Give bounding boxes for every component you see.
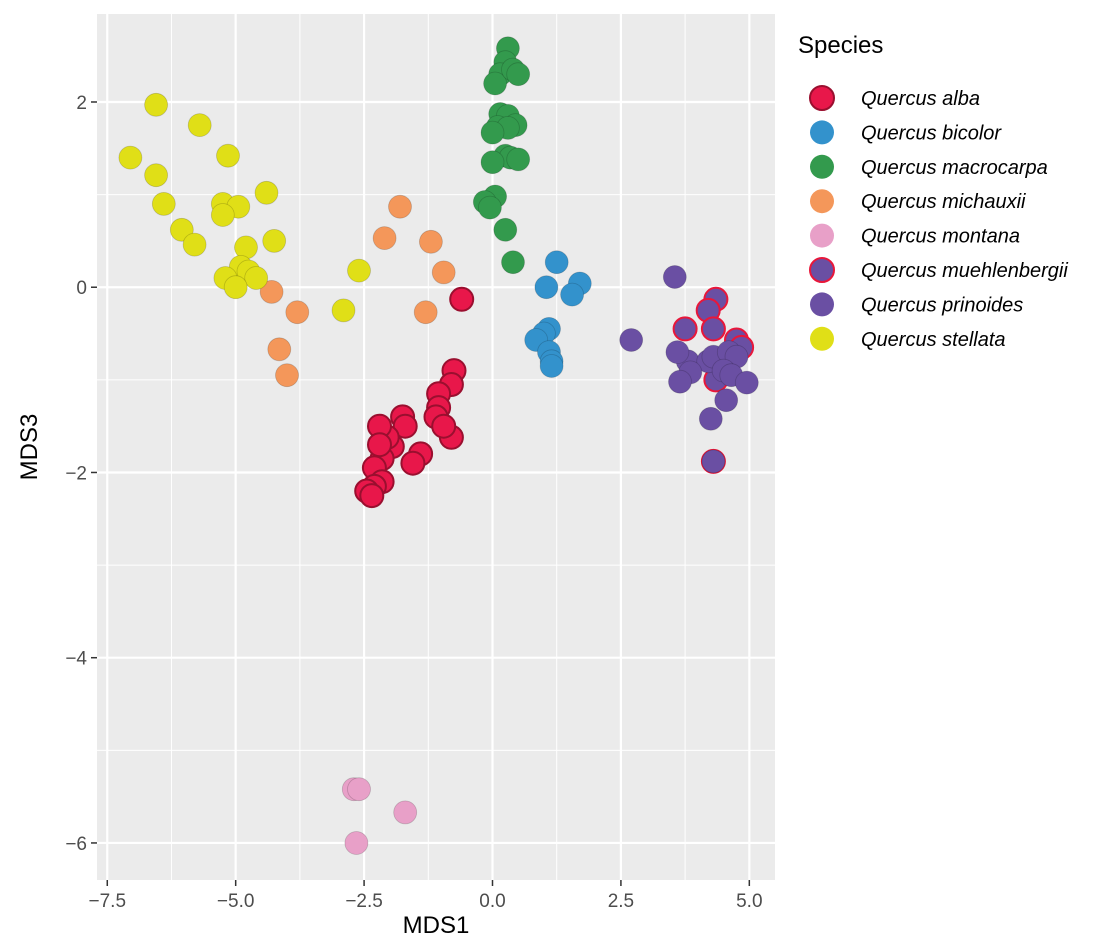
legend-key-quercus-muehlenbergii [809, 257, 835, 283]
legend-title: Species [798, 32, 883, 59]
quercus-prinoides-point [714, 388, 739, 413]
y-axis: 2 0 −2 −4 −6 [65, 93, 97, 855]
quercus-alba-point [449, 286, 475, 312]
legend-label-quercus-stellata: Quercus stellata [861, 329, 1006, 351]
quercus-bicolor-point [560, 282, 584, 307]
quercus-macrocarpa-point [477, 195, 502, 220]
legend-label-quercus-prinoides: Quercus prinoides [861, 294, 1023, 316]
quercus-alba-point [359, 483, 385, 509]
legend: Species Quercus alba Quercus bicolor Querc… [798, 32, 1068, 351]
x-tick-label: −7.5 [89, 891, 127, 912]
quercus-stellata-point [118, 145, 143, 170]
y-tick-label: 2 [76, 93, 87, 114]
quercus-stellata-point [331, 298, 356, 323]
quercus-macrocarpa-point [506, 147, 531, 172]
quercus-prinoides-point [734, 370, 759, 395]
legend-label-quercus-michauxii: Quercus michauxii [861, 191, 1026, 213]
quercus-stellata-point [151, 191, 176, 216]
legend-key-quercus-bicolor [810, 120, 834, 145]
quercus-stellata-point [210, 203, 235, 227]
y-tick-label: −2 [65, 463, 87, 484]
legend-label-quercus-macrocarpa: Quercus macrocarpa [861, 157, 1048, 179]
quercus-prinoides-point [698, 406, 723, 431]
y-tick-label: −6 [65, 834, 87, 855]
quercus-macrocarpa-point [480, 120, 505, 145]
legend-key-quercus-michauxii [810, 189, 834, 214]
x-tick-label: −5.0 [217, 891, 255, 912]
x-axis: −7.5 −5.0 −2.5 0.0 2.5 5.0 [89, 880, 763, 912]
legend-key-quercus-alba [809, 85, 835, 111]
quercus-alba-point [431, 413, 457, 439]
quercus-michauxii-point [431, 260, 456, 285]
quercus-alba-point [400, 450, 426, 476]
quercus-stellata-point [223, 275, 248, 300]
legend-key-quercus-macrocarpa [810, 154, 834, 179]
quercus-macrocarpa-point [501, 250, 525, 275]
quercus-michauxii-point [372, 226, 397, 251]
quercus-stellata-point [254, 180, 279, 205]
quercus-stellata-point [144, 163, 169, 188]
y-tick-label: 0 [76, 278, 87, 299]
quercus-macrocarpa-point [506, 62, 531, 87]
legend-key-quercus-prinoides [810, 292, 834, 317]
quercus-stellata-point [262, 228, 287, 253]
legend-label-quercus-montana: Quercus montana [861, 226, 1020, 248]
quercus-prinoides-point [662, 265, 687, 289]
quercus-stellata-point [347, 258, 371, 283]
quercus-michauxii-point [275, 363, 299, 388]
quercus-macrocarpa-point [480, 150, 505, 175]
quercus-bicolor-point [544, 250, 569, 275]
plot-panel [97, 14, 775, 880]
x-tick-label: −2.5 [345, 891, 383, 912]
quercus-michauxii-point [267, 337, 292, 362]
x-tick-label: 2.5 [608, 891, 634, 912]
quercus-stellata-point [182, 232, 207, 257]
quercus-michauxii-point [413, 300, 438, 325]
quercus-bicolor-point [539, 354, 564, 378]
quercus-prinoides-point [619, 328, 644, 352]
legend-key-quercus-stellata [810, 326, 834, 351]
major-gridlines [97, 14, 775, 880]
quercus-alba-point [367, 432, 392, 458]
x-tick-label: 5.0 [736, 891, 762, 912]
data-points [118, 36, 759, 855]
quercus-alba-point [392, 413, 418, 439]
y-axis-title: MDS3 [16, 414, 43, 481]
quercus-stellata-point [244, 266, 269, 290]
quercus-macrocarpa-point [483, 71, 508, 96]
quercus-macrocarpa-point [493, 217, 518, 242]
quercus-montana-point [344, 831, 369, 855]
quercus-muehlenbergii-point [672, 316, 698, 342]
quercus-prinoides-point [701, 449, 726, 474]
quercus-michauxii-point [259, 279, 284, 304]
y-tick-label: −4 [65, 649, 87, 670]
quercus-stellata-point [216, 143, 240, 168]
quercus-michauxii-point [418, 229, 443, 254]
x-axis-title: MDS1 [403, 912, 470, 939]
quercus-muehlenbergii-point [700, 316, 726, 342]
legend-label-quercus-bicolor: Quercus bicolor [861, 122, 1002, 144]
quercus-montana-point [347, 777, 371, 802]
quercus-montana-point [393, 800, 418, 825]
x-tick-label: 0.0 [479, 891, 505, 912]
quercus-prinoides-point [665, 340, 690, 365]
quercus-stellata-point [187, 113, 212, 137]
quercus-bicolor-point [534, 275, 559, 300]
legend-label-quercus-alba: Quercus alba [861, 88, 980, 110]
legend-key-quercus-montana [810, 223, 834, 248]
quercus-prinoides-point [668, 369, 692, 394]
legend-label-quercus-muehlenbergii: Quercus muehlenbergii [861, 260, 1068, 282]
quercus-stellata-point [144, 92, 169, 117]
quercus-michauxii-point [285, 300, 310, 325]
quercus-michauxii-point [388, 194, 412, 219]
